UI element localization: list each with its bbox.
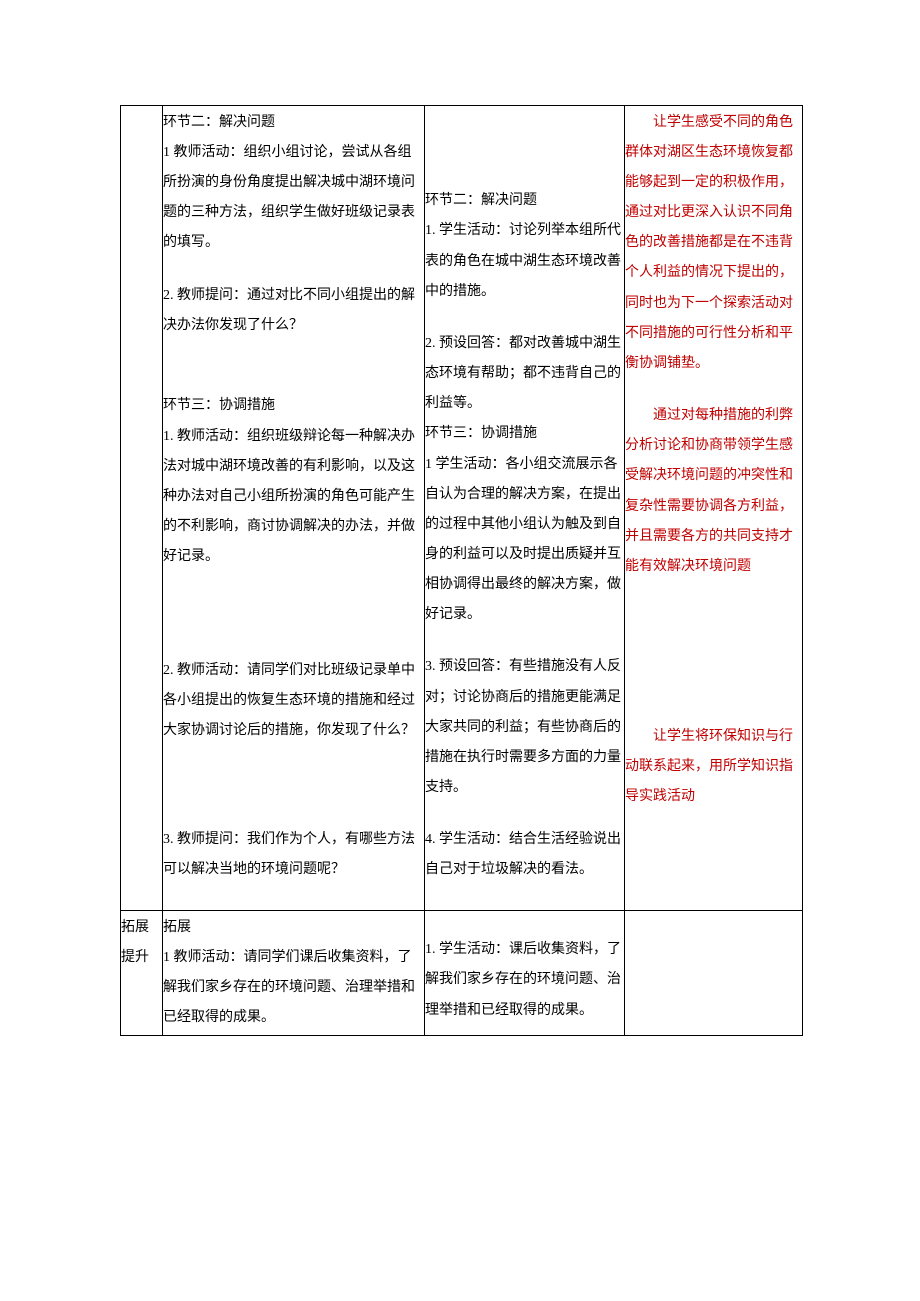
blank-line bbox=[425, 164, 624, 186]
teacher-activity-cell: 拓展 1 教师活动：请同学们课后收集资料，了解我们家乡存在的环境问题、治理举措和… bbox=[163, 910, 425, 1035]
blank-line bbox=[625, 694, 802, 722]
blank-line bbox=[425, 108, 624, 136]
intent-para: 让学生感受不同的角色群体对湖区生态环境恢复都能够起到一定的积极作用，通过对比更深… bbox=[625, 108, 802, 379]
intent-para: 通过对每种措施的利弊分析讨论和协商带领学生感受解决环境问题的冲突性和复杂性需要协… bbox=[625, 401, 802, 582]
blank-line bbox=[425, 136, 624, 164]
stage-label-line: 拓展 bbox=[121, 920, 149, 935]
blank-line bbox=[163, 774, 424, 802]
student-activity-cell: 1. 学生活动：课后收集资料，了解我们家乡存在的环境问题、治理举措和已经取得的成… bbox=[425, 910, 625, 1035]
stage-label-line: 提升 bbox=[121, 950, 149, 965]
section-heading-ext: 拓展 bbox=[163, 913, 424, 943]
lesson-plan-table: 环节二：解决问题 1 教师活动：组织小组讨论，尝试从各组所扮演的身份角度提出解决… bbox=[120, 105, 803, 1036]
design-intent-cell bbox=[625, 910, 803, 1035]
intent-text: 通过对每种措施的利弊分析讨论和协商带领学生感受解决环境问题的冲突性和复杂性需要协… bbox=[625, 401, 802, 582]
blank-line bbox=[163, 258, 424, 280]
blank-line bbox=[163, 802, 424, 824]
blank-line bbox=[625, 638, 802, 666]
intent-para: 让学生将环保知识与行动联系起来，用所学知识指导实践活动 bbox=[625, 722, 802, 812]
intent-text: 让学生将环保知识与行动联系起来，用所学知识指导实践活动 bbox=[625, 722, 802, 812]
blank-line bbox=[163, 628, 424, 656]
blank-line bbox=[425, 913, 624, 935]
design-intent-cell: 让学生感受不同的角色群体对湖区生态环境恢复都能够起到一定的积极作用，通过对比更深… bbox=[625, 106, 803, 911]
teacher-text: 2. 教师提问：通过对比不同小组提出的解决办法你发现了什么？ bbox=[163, 281, 424, 341]
blank-line bbox=[163, 369, 424, 391]
blank-line bbox=[425, 307, 624, 329]
section-heading-env3: 环节三：协调措施 bbox=[163, 391, 424, 421]
stage-label-empty bbox=[121, 106, 163, 911]
blank-line bbox=[163, 341, 424, 369]
blank-line bbox=[425, 630, 624, 652]
blank-line bbox=[625, 582, 802, 610]
section-heading-env2: 环节二：解决问题 bbox=[425, 186, 624, 216]
teacher-activity-cell: 环节二：解决问题 1 教师活动：组织小组讨论，尝试从各组所扮演的身份角度提出解决… bbox=[163, 106, 425, 911]
blank-line bbox=[625, 666, 802, 694]
student-text: 3. 预设回答：有些措施没有人反对；讨论协商后的措施更能满足大家共同的利益；有些… bbox=[425, 652, 624, 802]
teacher-text: 1 教师活动：请同学们课后收集资料，了解我们家乡存在的环境问题、治理举措和已经取… bbox=[163, 943, 424, 1033]
student-text: 2. 预设回答：都对改善城中湖生态环境有帮助；都不违背自己的利益等。 bbox=[425, 329, 624, 419]
table-row: 环节二：解决问题 1 教师活动：组织小组讨论，尝试从各组所扮演的身份角度提出解决… bbox=[121, 106, 803, 911]
teacher-text: 2. 教师活动：请同学们对比班级记录单中各小组提出的恢复生态环境的措施和经过大家… bbox=[163, 656, 424, 746]
intent-text: 让学生感受不同的角色群体对湖区生态环境恢复都能够起到一定的积极作用，通过对比更深… bbox=[625, 108, 802, 379]
section-heading-env2: 环节二：解决问题 bbox=[163, 108, 424, 138]
blank-line bbox=[625, 379, 802, 401]
student-activity-cell: 环节二：解决问题 1. 学生活动：讨论列举本组所代表的角色在城中湖生态环境改善中… bbox=[425, 106, 625, 911]
student-text: 1. 学生活动：课后收集资料，了解我们家乡存在的环境问题、治理举措和已经取得的成… bbox=[425, 935, 624, 1025]
blank-line bbox=[425, 803, 624, 825]
student-text: 1 学生活动：各小组交流展示各自认为合理的解决方案，在提出的过程中其他小组认为触… bbox=[425, 450, 624, 631]
student-text: 4. 学生活动：结合生活经验说出自己对于垃圾解决的看法。 bbox=[425, 825, 624, 885]
table-row: 拓展 提升 拓展 1 教师活动：请同学们课后收集资料，了解我们家乡存在的环境问题… bbox=[121, 910, 803, 1035]
blank-line bbox=[163, 885, 424, 907]
section-heading-env3: 环节三：协调措施 bbox=[425, 419, 624, 449]
stage-label-extension: 拓展 提升 bbox=[121, 910, 163, 1035]
blank-line bbox=[163, 600, 424, 628]
page-container: 环节二：解决问题 1 教师活动：组织小组讨论，尝试从各组所扮演的身份角度提出解决… bbox=[0, 0, 920, 1301]
blank-line bbox=[163, 746, 424, 774]
student-text: 1. 学生活动：讨论列举本组所代表的角色在城中湖生态环境改善中的措施。 bbox=[425, 216, 624, 306]
teacher-text: 3. 教师提问：我们作为个人，有哪些方法可以解决当地的环境问题呢？ bbox=[163, 825, 424, 885]
teacher-text: 1 教师活动：组织小组讨论，尝试从各组所扮演的身份角度提出解决城中湖环境问题的三… bbox=[163, 138, 424, 258]
teacher-text: 1. 教师活动：组织班级辩论每一种解决办法对城中湖环境改善的有利影响，以及这种办… bbox=[163, 422, 424, 572]
blank-line bbox=[425, 886, 624, 908]
blank-line bbox=[163, 572, 424, 600]
blank-line bbox=[625, 610, 802, 638]
